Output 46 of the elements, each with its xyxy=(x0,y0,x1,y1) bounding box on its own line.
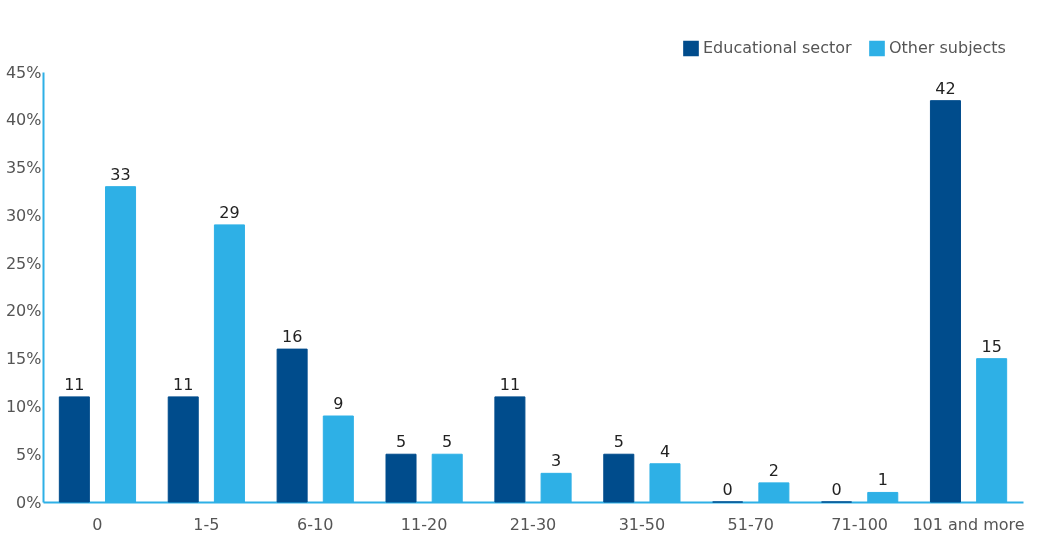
y-tick-label: 0% xyxy=(16,492,42,512)
x-tick-label: 21-30 xyxy=(509,514,557,534)
data-label: 1 xyxy=(877,470,888,490)
data-label: 11 xyxy=(64,374,85,394)
data-label: 11 xyxy=(173,374,194,394)
data-label: 5 xyxy=(613,432,624,452)
data-label: 3 xyxy=(551,451,562,471)
y-tick-label: 40% xyxy=(5,110,42,130)
data-label: 5 xyxy=(395,432,407,452)
data-label: 16 xyxy=(281,327,303,347)
x-tick-label: 1-5 xyxy=(193,514,220,534)
data-label: 33 xyxy=(110,164,131,184)
x-tick-label: 0 xyxy=(92,514,103,534)
bar xyxy=(276,348,308,503)
bar xyxy=(167,396,199,503)
y-tick-label: 5% xyxy=(16,444,42,464)
bar xyxy=(385,453,417,503)
x-tick-label: 101 and more xyxy=(912,514,1025,534)
legend-label: Educational sector xyxy=(703,38,853,58)
data-label: 0 xyxy=(722,480,733,499)
bar xyxy=(929,100,961,503)
bar xyxy=(494,396,526,503)
data-label: 4 xyxy=(659,441,671,461)
y-tick-label: 15% xyxy=(5,349,42,369)
data-label: 0 xyxy=(831,480,842,499)
y-tick-label: 20% xyxy=(5,301,42,321)
y-tick-label: 35% xyxy=(5,158,42,178)
y-tick-label: 30% xyxy=(5,205,42,225)
data-label: 11 xyxy=(499,374,521,394)
bar xyxy=(58,396,90,503)
data-label: 9 xyxy=(333,394,344,413)
x-tick-label: 71-100 xyxy=(831,514,888,534)
x-tick-label: 51-70 xyxy=(727,514,775,534)
bar xyxy=(603,453,635,503)
data-label: 15 xyxy=(981,336,1002,356)
data-label: 42 xyxy=(935,78,956,98)
y-tick-label: 10% xyxy=(5,396,42,416)
data-label: 2 xyxy=(768,460,779,480)
x-tick-label: 6-10 xyxy=(297,514,334,534)
x-tick-label: 11-20 xyxy=(400,514,448,534)
legend-label: Other subjects xyxy=(889,38,1006,58)
data-label: 5 xyxy=(442,432,453,452)
data-label: 29 xyxy=(219,202,240,222)
x-tick-label: 31-50 xyxy=(618,514,666,534)
y-tick-label: 25% xyxy=(5,253,42,273)
y-tick-label: 45% xyxy=(5,62,42,82)
